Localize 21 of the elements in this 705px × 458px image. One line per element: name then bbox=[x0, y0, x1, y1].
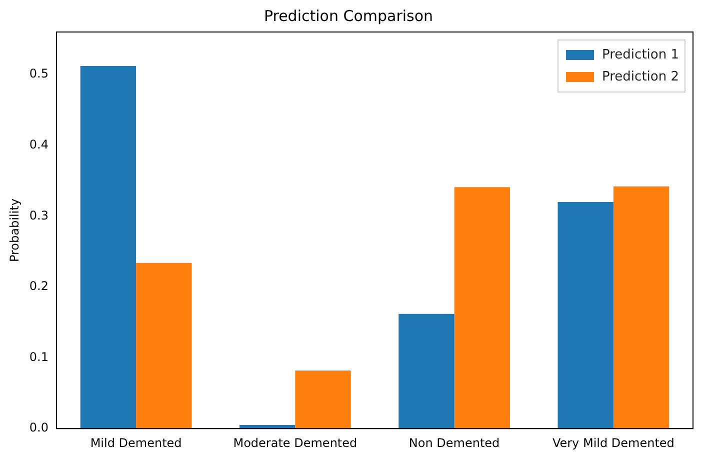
y-tick-label: 0.2 bbox=[29, 279, 48, 294]
y-tick-label: 0.5 bbox=[29, 66, 48, 81]
y-axis-title: Probability bbox=[7, 198, 22, 262]
y-tick-label: 0.4 bbox=[29, 137, 48, 152]
x-tick-label: Non Demented bbox=[408, 436, 500, 450]
y-tick-label: 0.1 bbox=[29, 350, 48, 364]
legend-label: Prediction 2 bbox=[602, 69, 679, 84]
legend-label: Prediction 1 bbox=[602, 47, 679, 62]
bar bbox=[136, 262, 192, 429]
bar bbox=[295, 370, 351, 429]
bar bbox=[454, 187, 510, 429]
x-tick-label: Moderate Demented bbox=[233, 436, 358, 450]
bar bbox=[398, 314, 454, 429]
x-tick-label: Mild Demented bbox=[90, 436, 182, 450]
bar bbox=[80, 66, 136, 429]
y-tick-label: 0.0 bbox=[29, 420, 48, 435]
chart-title: Prediction Comparison bbox=[264, 6, 434, 25]
bar bbox=[558, 202, 614, 429]
y-tick-label: 0.3 bbox=[29, 208, 48, 222]
bar bbox=[613, 186, 670, 429]
x-tick-label: Very Mild Demented bbox=[552, 436, 674, 450]
